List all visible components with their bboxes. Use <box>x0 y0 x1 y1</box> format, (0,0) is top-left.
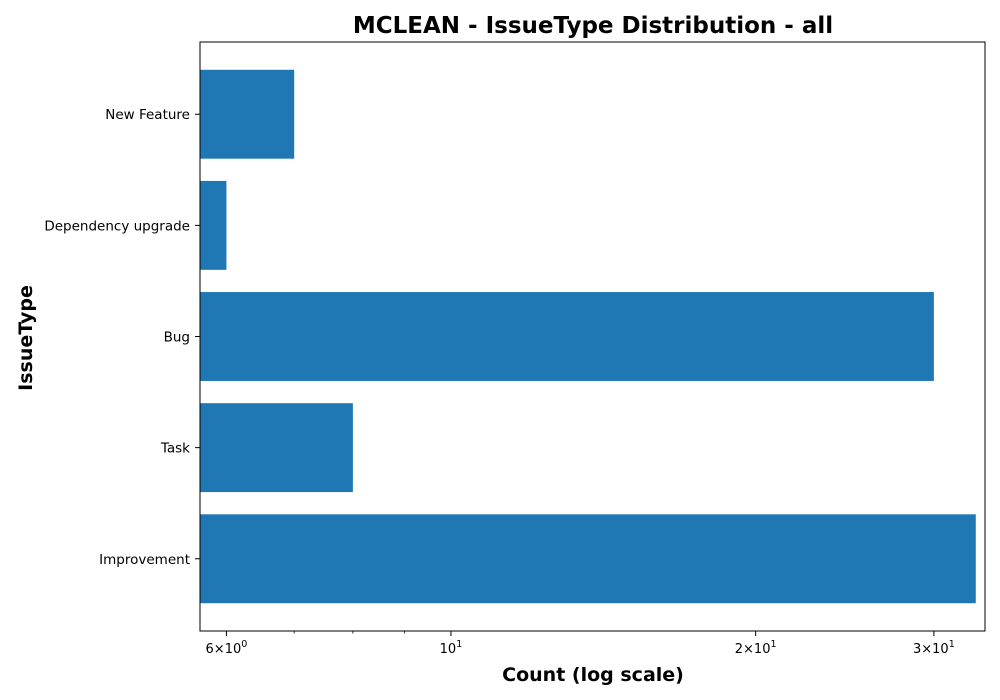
y-tick-label-bug: Bug <box>164 330 190 346</box>
x-tick-label: 2×101 <box>735 639 777 657</box>
x-axis-label: Count (log scale) <box>502 664 684 686</box>
chart-title: MCLEAN - IssueType Distribution - all <box>353 13 833 39</box>
y-tick-label-task: Task <box>160 441 190 457</box>
x-tick-label: 3×101 <box>913 639 955 657</box>
bar-dependency-upgrade <box>200 180 227 270</box>
y-tick-label-dependency-upgrade: Dependency upgrade <box>44 218 190 234</box>
bar-task <box>200 403 353 493</box>
y-axis: Improvement Task Bug Dependency upgrade New … <box>44 107 200 568</box>
bar-bug <box>200 292 934 381</box>
y-tick-label-improvement: Improvement <box>99 552 190 568</box>
x-tick-label: 6×100 <box>206 639 248 657</box>
bar-new-feature <box>200 69 295 159</box>
bar-improvement <box>200 514 976 604</box>
y-tick-label-new-feature: New Feature <box>105 107 190 123</box>
x-tick-label: 101 <box>440 639 463 657</box>
bars-layer <box>200 69 976 604</box>
y-axis-label: IssueType <box>15 285 37 391</box>
x-axis: 6×100 101 2×101 3×101 <box>206 631 955 657</box>
